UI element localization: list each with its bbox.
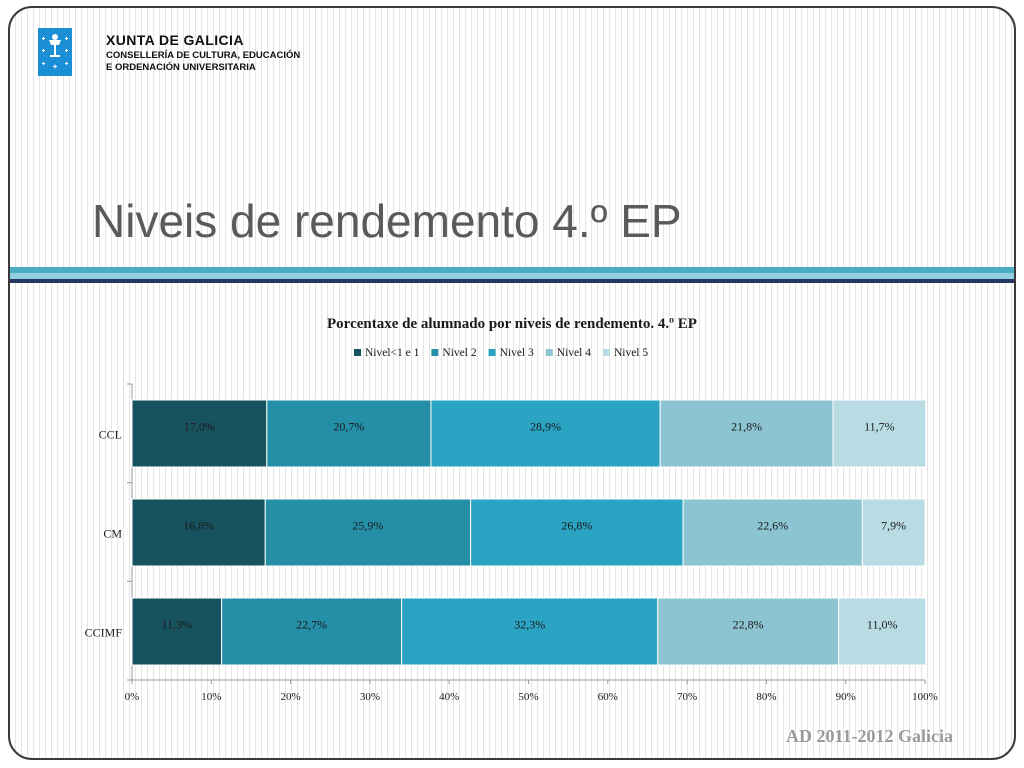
data-label: 7,9%: [881, 519, 906, 533]
x-tick-label: 80%: [756, 691, 776, 703]
legend-swatch: [602, 349, 610, 356]
legend-swatch: [545, 349, 553, 356]
legend-label: Nivel 5: [614, 347, 648, 359]
dept-line-1: CONSELLERÍA DE CULTURA, EDUCACIÓN: [106, 50, 301, 61]
chart-title: Porcentaxe de alumnado por niveis de ren…: [327, 316, 697, 332]
footer-text: AD 2011-2012 Galicia: [786, 726, 953, 746]
bar-segment: [131, 597, 223, 666]
xunta-logo: XUNTA DE GALICIA CONSELLERÍA DE CULTURA,…: [38, 28, 300, 81]
x-tick-label: 20%: [281, 691, 301, 703]
legend-swatch: [354, 349, 361, 356]
legend-swatch: [488, 349, 496, 356]
data-label: 16,8%: [183, 519, 214, 533]
category-label: CM: [103, 527, 122, 541]
bar-segment: [131, 399, 268, 468]
data-label: 26,8%: [561, 519, 592, 533]
x-tick-label: 100%: [912, 691, 938, 703]
legend-swatch: [431, 349, 439, 356]
bar-segment: [131, 498, 266, 567]
x-tick-label: 90%: [836, 691, 856, 703]
slide-title: Niveis de rendemento 4.º EP: [92, 195, 682, 247]
bar-segment: [401, 597, 659, 666]
data-label: 22,7%: [296, 618, 327, 632]
x-tick-label: 0%: [125, 691, 140, 703]
x-tick-label: 70%: [677, 691, 697, 703]
x-tick-label: 10%: [201, 691, 221, 703]
data-label: 32,3%: [514, 618, 545, 632]
data-label: 28,9%: [530, 420, 561, 434]
data-label: 11,0%: [867, 618, 898, 632]
bar-segment: [832, 399, 927, 468]
dept-line-2: E ORDENACIÓN UNIVERSITARIA: [106, 62, 256, 73]
xunta-shield-icon: [38, 28, 72, 76]
bar-segment: [659, 399, 834, 468]
data-label: 20,7%: [333, 420, 364, 434]
x-tick-label: 60%: [598, 691, 618, 703]
bar-segment: [861, 498, 926, 567]
bar-segment: [838, 597, 927, 666]
slide: XUNTA DE GALICIA CONSELLERÍA DE CULTURA,…: [8, 6, 1016, 760]
chart-tick-labels: 0% 10% 20% 30% 40% 50% 60% 70% 80% 90% 100% CCL CM CC…: [85, 428, 938, 704]
category-label: CCIMF: [85, 626, 123, 640]
accent-band-light: [10, 273, 1014, 279]
data-label: 25,9%: [352, 519, 383, 533]
x-tick-label: 30%: [360, 691, 380, 703]
bar-segment: [682, 498, 863, 567]
org-name: XUNTA DE GALICIA: [106, 32, 244, 48]
accent-band: [10, 267, 1014, 273]
bar-segment: [221, 597, 403, 666]
data-label: 22,6%: [757, 519, 788, 533]
bar-segment: [657, 597, 840, 666]
legend-label: Nivel<1 e 1: [365, 347, 420, 359]
bar-segment: [470, 498, 684, 567]
data-label: 11,3%: [162, 618, 193, 632]
x-tick-label: 50%: [518, 691, 538, 703]
x-tick-label: 40%: [439, 691, 459, 703]
data-label: 11,7%: [864, 420, 895, 434]
data-label: 22,8%: [733, 618, 764, 632]
chart-bars: 17,0% 20,7% 28,9% 21,8% 11,7% 16,8% 25,9% 26,8%…: [131, 399, 927, 666]
bar-segment: [430, 399, 661, 468]
bar-segment: [264, 498, 472, 567]
data-label: 17,0%: [184, 420, 215, 434]
data-label: 21,8%: [731, 420, 762, 434]
legend-label: Nivel 3: [500, 347, 534, 359]
category-label: CCL: [99, 428, 122, 442]
legend-label: Nivel 4: [557, 347, 591, 359]
legend-label: Nivel 2: [442, 347, 476, 359]
chart-legend: Nivel<1 e 1 Nivel 2 Nivel 3 Nivel 4 Nivel 5: [354, 347, 648, 359]
accent-band-dark: [10, 279, 1014, 283]
bar-segment: [266, 399, 432, 468]
